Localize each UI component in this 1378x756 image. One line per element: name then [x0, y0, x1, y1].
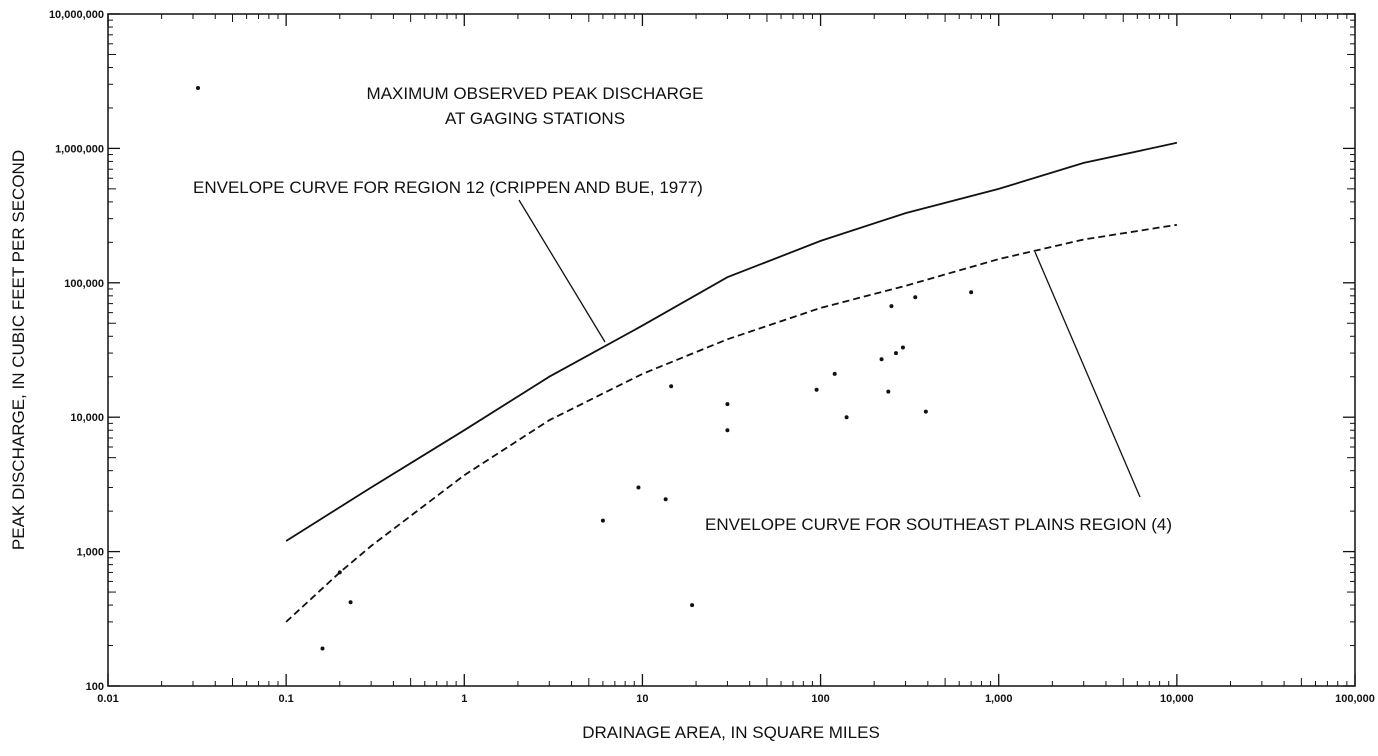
data-point: [814, 387, 819, 392]
data-point: [913, 295, 918, 300]
y-tick-label: 1,000,000: [55, 143, 104, 155]
data-point: [893, 351, 898, 356]
data-point: [844, 415, 849, 420]
data-point: [886, 389, 891, 394]
leader-line: [1034, 251, 1141, 498]
y-axis-label: PEAK DISCHARGE, IN CUBIC FEET PER SECOND: [9, 150, 28, 550]
x-tick-label: 10: [636, 693, 648, 705]
data-point: [690, 603, 695, 608]
legend-marker: [196, 86, 200, 90]
data-point: [320, 646, 325, 651]
curve-label: ENVELOPE CURVE FOR REGION 12 (CRIPPEN AN…: [193, 178, 703, 197]
data-point: [663, 497, 668, 502]
y-tick-label: 100,000: [64, 278, 104, 290]
data-point: [969, 290, 974, 295]
x-tick-label: 1,000: [985, 693, 1013, 705]
y-tick-label: 1,000: [76, 547, 104, 559]
data-point: [923, 409, 928, 414]
data-point: [348, 600, 353, 605]
curve-label: ENVELOPE CURVE FOR SOUTHEAST PLAINS REGI…: [705, 515, 1172, 534]
data-point: [900, 345, 905, 350]
x-tick-label: 100: [811, 693, 829, 705]
data-point: [832, 371, 837, 376]
leader-line: [518, 199, 606, 343]
legend-label: MAXIMUM OBSERVED PEAK DISCHARGE: [367, 84, 704, 103]
x-tick-label: 0.1: [278, 693, 293, 705]
data-point: [669, 384, 674, 389]
x-tick-label: 100,000: [1335, 693, 1375, 705]
envelope-curve: [285, 223, 1178, 623]
legend-label: AT GAGING STATIONS: [445, 109, 625, 128]
data-point: [879, 357, 884, 362]
x-tick-label: 1: [461, 693, 467, 705]
envelope-curve: [285, 141, 1178, 542]
x-tick-label: 0.01: [97, 693, 118, 705]
x-tick-label: 10,000: [1160, 693, 1194, 705]
data-point: [725, 402, 730, 407]
data-point: [889, 304, 894, 309]
data-point: [600, 518, 605, 523]
y-tick-label: 100: [86, 681, 104, 693]
y-tick-label: 10,000: [70, 412, 104, 424]
y-tick-label: 10,000,000: [49, 9, 104, 21]
data-point: [725, 428, 730, 433]
x-axis-label: DRAINAGE AREA, IN SQUARE MILES: [582, 723, 880, 742]
data-point: [636, 485, 641, 490]
plot-frame: [107, 13, 1356, 687]
